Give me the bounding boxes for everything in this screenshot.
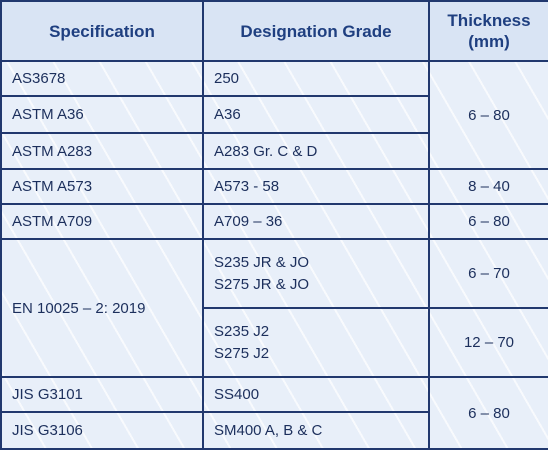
cell: 8 – 40: [428, 168, 548, 205]
header-row: Specification Designation Grade Thicknes…: [0, 0, 548, 62]
header-cell: Thickness (mm): [428, 0, 548, 62]
cell: JIS G3101: [0, 376, 204, 413]
cell: ASTM A283: [0, 132, 204, 170]
cell: 250: [202, 60, 430, 97]
cell-line: S235 JR & JO: [214, 253, 310, 271]
row: EN 10025 – 2: 2019 S235 JR & JO S275 JR …: [0, 238, 548, 378]
row: JIS G3106 SM400 A, B & C: [0, 411, 548, 450]
cell: A573 - 58: [202, 168, 430, 205]
cell: 12 – 70: [428, 307, 548, 378]
row: ASTM A283 A283 Gr. C & D: [0, 132, 548, 170]
cell: ASTM A709: [0, 203, 204, 240]
row: ASTM A709 A709 – 36 6 – 80: [0, 203, 548, 240]
cell-line: S275 J2: [214, 344, 270, 362]
cell: SS400: [202, 376, 430, 413]
row: ASTM A573 A573 - 58 8 – 40: [0, 168, 548, 205]
cell: A709 – 36: [202, 203, 430, 240]
cell: 6 – 80: [428, 376, 548, 450]
cell: A36: [202, 95, 430, 134]
cell: 6 – 80: [428, 60, 548, 170]
cell: S235 JR & JO S275 JR & JO: [202, 238, 430, 309]
cell-line: S275 JR & JO: [214, 275, 310, 293]
header-cell: Specification: [0, 0, 204, 62]
cell: EN 10025 – 2: 2019: [0, 238, 204, 378]
cell: ASTM A36: [0, 95, 204, 134]
header-cell: Designation Grade: [202, 0, 430, 62]
cell-line: S235 J2: [214, 322, 270, 340]
cell: 6 – 80: [428, 203, 548, 240]
row: JIS G3101 SS400 6 – 80: [0, 376, 548, 450]
cell: A283 Gr. C & D: [202, 132, 430, 170]
cell: S235 J2 S275 J2: [202, 307, 430, 378]
cell: SM400 A, B & C: [202, 411, 430, 450]
cell: AS3678: [0, 60, 204, 97]
cell: 6 – 70: [428, 238, 548, 309]
cell: JIS G3106: [0, 411, 204, 450]
cell: ASTM A573: [0, 168, 204, 205]
row: S235 J2 S275 J2 12 – 70: [1, 307, 548, 378]
row: ASTM A36 A36: [0, 95, 548, 134]
row: AS3678 250 6 – 80: [0, 60, 548, 170]
